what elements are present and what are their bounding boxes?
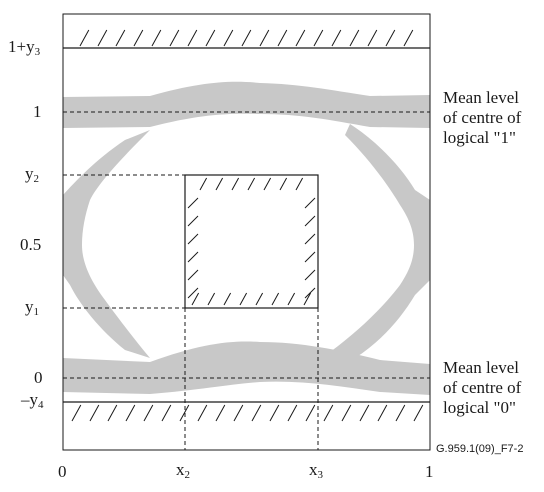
hatch-stroke	[304, 251, 316, 263]
hatch-stroke	[295, 177, 304, 191]
hatch-stroke	[304, 215, 316, 227]
hatch-stroke	[179, 404, 190, 422]
hatch-stroke	[413, 404, 424, 422]
hatch-stroke	[287, 404, 298, 422]
y-label-minus-y4: –y4	[21, 390, 44, 411]
logical-one-band	[63, 81, 430, 128]
hatch-stroke	[287, 292, 296, 306]
x-label-1: 1	[425, 462, 434, 481]
hatch-stroke	[197, 404, 208, 422]
hatch-stroke	[259, 29, 270, 47]
hatch-stroke	[313, 29, 324, 47]
central-mask-region	[184, 174, 319, 309]
hatch-stroke	[187, 251, 199, 263]
hatch-stroke	[205, 29, 216, 47]
hatch-stroke	[403, 29, 414, 47]
hatch-stroke	[304, 287, 316, 299]
hatch-stroke	[269, 404, 280, 422]
hatch-stroke	[133, 29, 144, 47]
hatch-stroke	[89, 404, 100, 422]
hatch-stroke	[279, 177, 288, 191]
x-label-0: 0	[58, 462, 67, 481]
hatch-stroke	[143, 404, 154, 422]
hatch-stroke	[187, 233, 199, 245]
hatch-stroke	[349, 29, 360, 47]
hatch-stroke	[97, 29, 108, 47]
hatch-stroke	[263, 177, 272, 191]
hatch-stroke	[271, 292, 280, 306]
figure-identifier: G.959.1(09)_F7-2	[436, 443, 524, 455]
diagram-frame	[62, 13, 431, 451]
hatch-stroke	[241, 29, 252, 47]
hatch-stroke	[277, 29, 288, 47]
lower-mask-region	[63, 401, 430, 422]
x-label-x3: x3	[309, 460, 323, 481]
left-crossover	[63, 130, 150, 358]
hatch-stroke	[207, 292, 216, 306]
hatch-stroke	[187, 269, 199, 281]
y-label-y1: y1	[25, 297, 39, 318]
hatch-stroke	[304, 197, 316, 209]
right-crossover	[330, 124, 430, 358]
hatch-stroke	[161, 404, 172, 422]
upper-mask-region	[63, 29, 430, 49]
hatch-stroke	[331, 29, 342, 47]
hatch-stroke	[187, 29, 198, 47]
hatch-stroke	[115, 29, 126, 47]
hatch-stroke	[377, 404, 388, 422]
hatch-stroke	[79, 29, 90, 47]
hatch-stroke	[239, 292, 248, 306]
hatch-stroke	[125, 404, 136, 422]
hatch-stroke	[233, 404, 244, 422]
hatch-stroke	[191, 292, 200, 306]
y-label-0-5: 0.5	[20, 235, 42, 254]
hatch-stroke	[304, 269, 316, 281]
hatch-stroke	[151, 29, 162, 47]
hatch-stroke	[341, 404, 352, 422]
hatch-stroke	[215, 177, 224, 191]
hatch-stroke	[367, 29, 378, 47]
hatch-stroke	[395, 404, 406, 422]
hatch-stroke	[231, 177, 240, 191]
hatch-stroke	[247, 177, 256, 191]
hatch-stroke	[305, 404, 316, 422]
y-label-y2: y2	[25, 164, 39, 185]
hatch-stroke	[255, 292, 264, 306]
mean-level-zero-annotation: Mean level of centre of logical "0"	[443, 358, 522, 417]
logical-zero-band	[63, 341, 430, 395]
x-label-x2: x2	[176, 460, 190, 481]
hatch-stroke	[323, 404, 334, 422]
hatch-stroke	[359, 404, 370, 422]
hatch-stroke	[71, 404, 82, 422]
hatch-stroke	[187, 197, 199, 209]
y-label-0: 0	[34, 368, 43, 387]
hatch-stroke	[303, 292, 312, 306]
hatch-stroke	[223, 29, 234, 47]
hatch-stroke	[304, 233, 316, 245]
hatch-stroke	[187, 215, 199, 227]
y-label-1: 1	[33, 102, 42, 121]
hatch-stroke	[187, 287, 199, 299]
hatch-stroke	[199, 177, 208, 191]
hatch-stroke	[251, 404, 262, 422]
hatch-stroke	[295, 29, 306, 47]
eye-band	[63, 81, 430, 395]
hatch-stroke	[169, 29, 180, 47]
mean-level-one-annotation: Mean level of centre of logical "1"	[443, 88, 522, 147]
hatch-stroke	[107, 404, 118, 422]
hatch-stroke	[215, 404, 226, 422]
hatch-stroke	[223, 292, 232, 306]
hatch-stroke	[385, 29, 396, 47]
y-label-1-plus-y3: 1+y3	[8, 37, 41, 58]
